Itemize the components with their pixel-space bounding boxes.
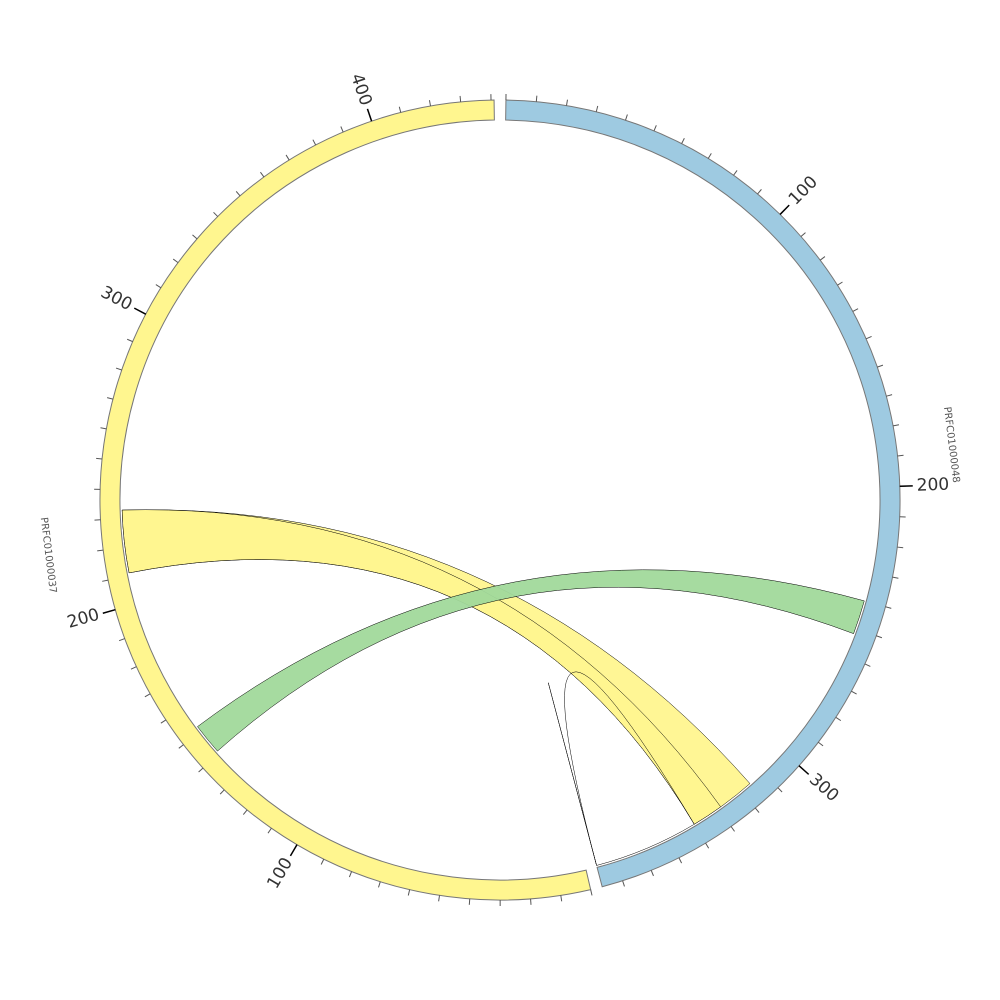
minor-tick [565,99,568,106]
minor-tick [348,871,353,878]
minor-tick [115,367,122,371]
minor-tick [560,895,563,902]
major-tick [798,765,810,775]
minor-tick [535,95,538,102]
minor-tick [312,139,317,146]
minor-tick [837,281,843,286]
minor-tick [144,693,151,698]
minor-tick [595,105,599,112]
minor-tick [407,889,411,896]
minor-tick [864,663,871,667]
link [121,509,722,825]
minor-tick [285,154,290,161]
minor-tick [126,338,133,343]
minor-tick [851,690,857,695]
chromosome-arc [505,99,901,888]
minor-tick [678,857,683,864]
tick-label: 300 [805,770,843,807]
minor-tick [219,789,225,795]
tick-label: 400 [346,71,375,108]
minor-tick [865,335,872,340]
minor-tick [130,666,137,670]
minor-tick [705,842,710,849]
tick-label: 200 [65,605,102,633]
minor-tick [707,153,712,159]
minor-tick [267,827,272,834]
minor-tick [320,858,325,865]
chromosome-label: PRFC01000048 [941,406,961,483]
minor-tick [106,397,114,400]
minor-tick [235,191,241,197]
minor-tick [818,741,824,747]
minor-tick [800,232,806,237]
link [548,671,695,866]
minor-tick [897,546,904,549]
minor-tick [155,284,162,289]
minor-tick [897,454,904,457]
minor-tick [681,138,685,144]
minor-tick [213,211,219,217]
major-tick [133,307,147,315]
minor-tick [886,394,893,397]
minor-tick [192,234,198,240]
minor-tick [590,889,593,896]
minor-tick [102,579,109,582]
minor-tick [892,576,899,579]
minor-tick [653,125,657,132]
minor-tick [242,809,248,815]
minor-tick [730,826,735,832]
minor-tick [625,114,628,121]
minor-tick [877,364,884,368]
minor-tick [650,870,654,877]
minor-tick [260,171,265,178]
minor-tick [100,427,107,430]
chromosome-arc [99,99,592,901]
tick-label: 100 [785,172,822,209]
chromosome-label: PRFC01000037 [38,517,58,594]
minor-tick [340,126,344,133]
minor-tick [172,258,179,264]
tick-label: 200 [916,475,949,496]
major-tick [366,108,373,122]
minor-tick [438,895,441,902]
major-tick [779,204,790,215]
minor-tick [97,549,104,552]
tick-label: 100 [263,854,297,892]
minor-tick [160,719,167,724]
minor-tick [118,638,125,642]
minor-tick [398,106,402,113]
link [197,569,865,752]
minor-tick [892,424,900,427]
minor-tick [178,744,184,749]
minor-tick [733,170,738,176]
minor-tick [378,881,381,888]
minor-tick [622,880,625,887]
minor-tick [428,100,432,107]
minor-tick [459,95,462,102]
major-tick [289,844,298,857]
minor-tick [835,716,842,722]
minor-tick [96,457,103,460]
minor-tick [777,787,783,793]
minor-tick [754,807,760,813]
minor-tick [819,256,826,261]
minor-tick [198,767,204,773]
minor-tick [885,606,892,609]
minor-tick [757,189,762,195]
minor-tick [852,308,859,312]
minor-tick [876,635,883,639]
major-tick [102,608,116,614]
tick-label: 300 [97,282,135,315]
